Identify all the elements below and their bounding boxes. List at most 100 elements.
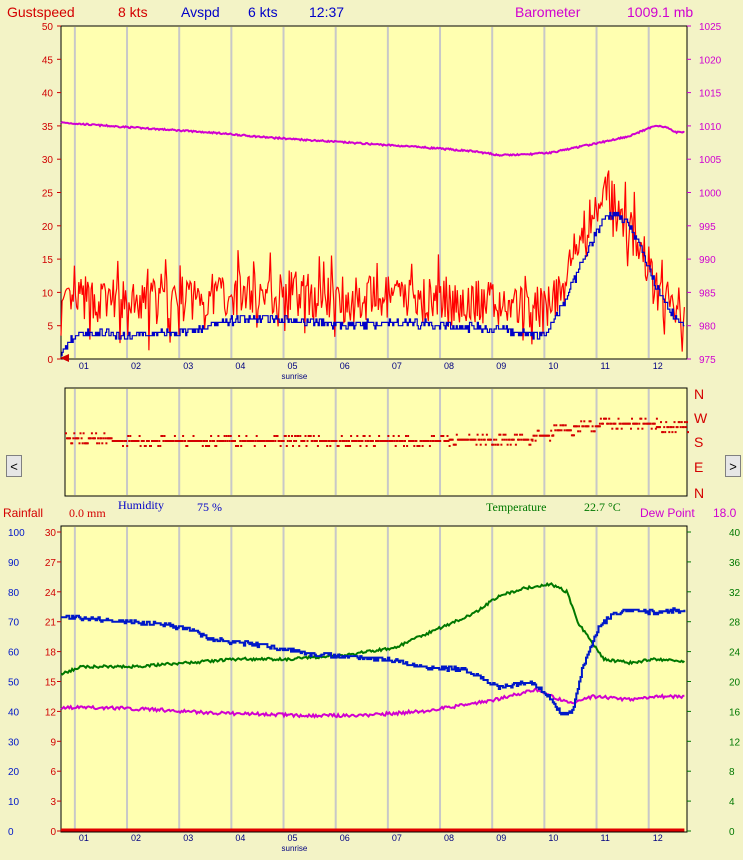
direction-point: [100, 437, 103, 440]
y-right-tick-label: 985: [699, 288, 716, 299]
direction-point: [614, 422, 617, 425]
direction-point: [209, 440, 212, 442]
direction-point: [500, 443, 503, 446]
time-readout: 12:37: [309, 4, 344, 20]
x-tick-label: 05: [288, 361, 298, 371]
avspd-value: 6 kts: [248, 4, 278, 20]
direction-point: [515, 433, 518, 436]
direction-point: [86, 442, 89, 445]
direction-point: [141, 440, 144, 442]
direction-point: [355, 440, 358, 442]
rainfall-tick-label: 30: [45, 528, 57, 539]
direction-point: [663, 426, 666, 429]
direction-point: [421, 445, 424, 447]
direction-point: [315, 440, 318, 442]
direction-point: [609, 422, 612, 425]
direction-point: [201, 445, 204, 447]
direction-point: [547, 434, 549, 437]
direction-point: [494, 443, 497, 446]
x-tick-label: 06: [340, 361, 350, 371]
direction-point: [360, 440, 363, 442]
direction-point: [467, 438, 470, 441]
direction-point: [288, 440, 291, 442]
next-button[interactable]: >: [725, 455, 741, 477]
direction-point: [462, 438, 464, 441]
direction-point: [484, 443, 487, 446]
rainfall-tick-label: 24: [45, 588, 57, 599]
direction-point: [82, 432, 85, 435]
direction-point: [78, 442, 81, 445]
direction-point: [493, 438, 496, 441]
direction-point: [304, 435, 307, 437]
x-tick-label: 08: [444, 833, 454, 843]
direction-point: [138, 435, 141, 437]
direction-point: [357, 440, 360, 442]
direction-point: [305, 445, 308, 447]
direction-point: [411, 440, 414, 442]
y-right-tick-label: 980: [699, 322, 716, 333]
direction-point: [253, 445, 256, 447]
direction-point: [444, 440, 447, 442]
direction-point: [468, 433, 471, 436]
rainfall-tick-label: 27: [45, 558, 57, 569]
direction-point: [240, 445, 243, 447]
direction-point: [314, 440, 317, 442]
direction-point: [249, 440, 252, 442]
direction-point: [210, 435, 213, 437]
direction-label: N: [694, 485, 704, 501]
direction-point: [347, 445, 349, 447]
direction-point: [275, 435, 278, 437]
x-tick-label: 02: [131, 361, 141, 371]
direction-point: [95, 432, 98, 435]
direction-point: [133, 440, 136, 442]
direction-point: [286, 440, 289, 442]
x-tick-label: 09: [496, 361, 506, 371]
direction-point: [382, 440, 385, 442]
direction-point: [549, 439, 552, 442]
direction-point: [668, 431, 671, 434]
direction-point: [559, 424, 562, 427]
direction-point: [447, 440, 450, 442]
direction-point: [113, 440, 116, 442]
prev-button[interactable]: <: [6, 455, 22, 477]
direction-point: [656, 426, 659, 429]
direction-point: [429, 440, 432, 442]
humidity-tick-label: 10: [8, 797, 20, 808]
direction-point: [206, 440, 208, 442]
direction-point: [137, 440, 140, 442]
direction-point: [159, 445, 162, 447]
direction-point: [665, 421, 668, 424]
direction-point: [216, 440, 219, 442]
direction-point: [526, 438, 529, 441]
baro-label: Barometer: [515, 4, 581, 20]
direction-point: [254, 440, 257, 442]
direction-point: [164, 440, 167, 442]
direction-point: [323, 440, 326, 442]
direction-point: [217, 435, 220, 437]
direction-point: [207, 445, 209, 447]
direction-point: [428, 445, 431, 447]
direction-point: [371, 440, 374, 442]
direction-point: [527, 438, 530, 441]
direction-point: [276, 435, 279, 437]
direction-point: [474, 438, 477, 441]
direction-point: [532, 434, 535, 437]
x-tick-label: 09: [496, 833, 506, 843]
direction-point: [550, 429, 553, 432]
y-left-tick-label: 10: [42, 288, 54, 299]
rainfall-tick-label: 6: [50, 767, 56, 778]
direction-point: [454, 443, 457, 446]
direction-point: [361, 440, 364, 442]
direction-point: [334, 440, 337, 442]
direction-point: [433, 435, 435, 437]
direction-point: [667, 426, 670, 429]
x-tick-label: 07: [392, 361, 402, 371]
direction-point: [407, 435, 410, 437]
direction-point: [142, 440, 145, 442]
temperature-tick-label: 12: [729, 737, 741, 748]
direction-point: [312, 435, 315, 437]
direction-point: [676, 426, 679, 429]
direction-point: [558, 429, 561, 432]
x-tick-label: 04: [235, 361, 245, 371]
